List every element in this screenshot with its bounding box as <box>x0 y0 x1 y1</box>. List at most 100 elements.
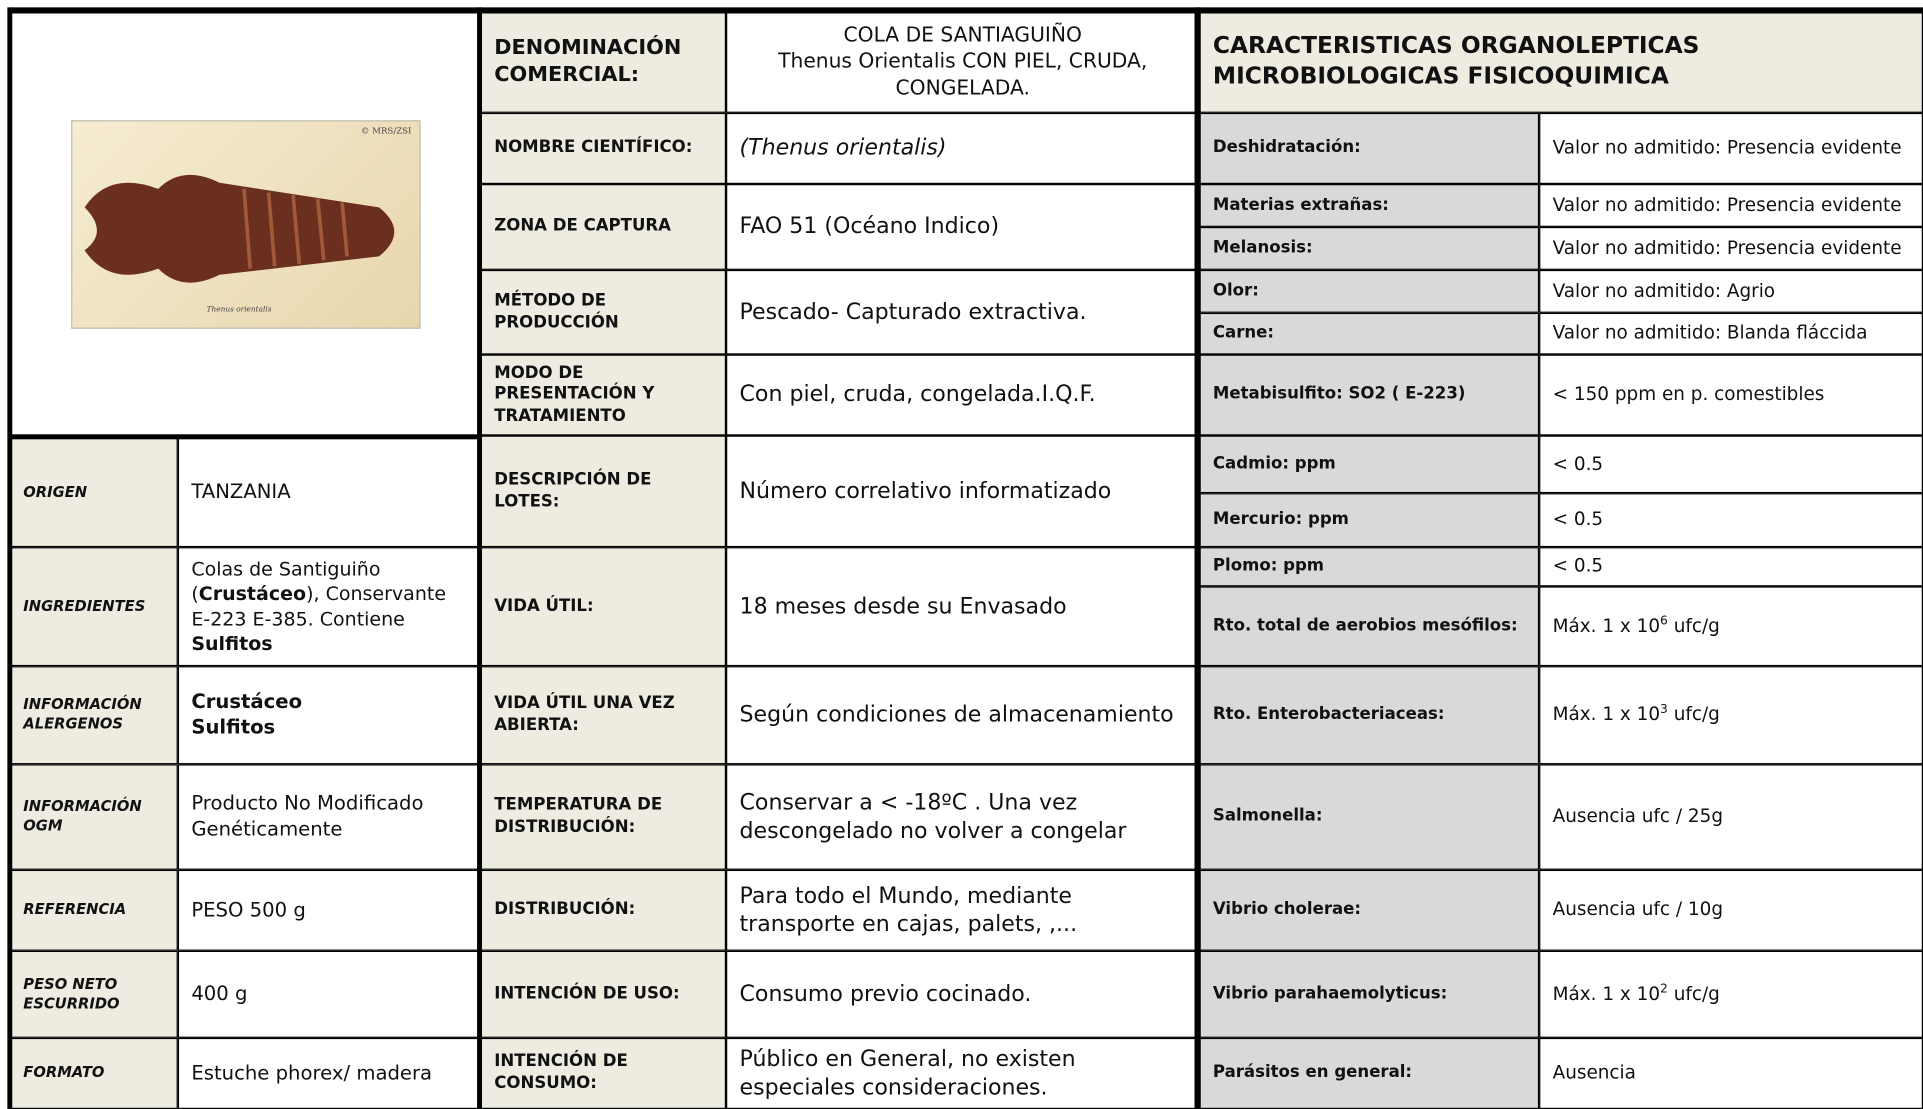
row-label: FORMATO <box>9 1037 178 1109</box>
row-value: Colas de Santiguiño (Crustáceo), Conserv… <box>177 547 481 667</box>
row-label: Mercurio: ppm <box>1199 493 1540 548</box>
row-label: ZONA DE CAPTURA <box>480 184 727 270</box>
bold-text: Sulfitos <box>191 715 276 739</box>
row-label: Materias extrañas: <box>1199 184 1540 227</box>
row-value: Valor no admitido: Presencia evidente <box>1539 226 1923 270</box>
photo-credit: © MRS/ZSI <box>360 125 412 136</box>
row-label: Parásitos en general: <box>1199 1037 1540 1109</box>
value-exponent: 6 <box>1660 614 1668 628</box>
row-value: Máx. 1 x 102 ufc/g <box>1539 950 1923 1038</box>
value-text-part: Colas de Santiguiño ( <box>191 558 381 606</box>
row-value: Estuche phorex/ madera <box>177 1037 481 1109</box>
row-value: < 0.5 <box>1539 493 1923 548</box>
value-unit: ufc/g <box>1673 982 1720 1005</box>
value-text: Máx. 1 x 106 ufc/g <box>1553 614 1720 638</box>
bold-text: Sulfitos <box>191 632 273 655</box>
thick-rule <box>477 7 482 1109</box>
row-label: REFERENCIA <box>9 869 178 951</box>
row-value: Conservar a < -18ºC . Una vez descongela… <box>726 764 1200 870</box>
row-label: Salmonella: <box>1199 764 1540 870</box>
row-label: VIDA ÚTIL UNA VEZ ABIERTA: <box>480 666 727 765</box>
row-value: TANZANIA <box>177 437 481 548</box>
row-label: ORIGEN <box>9 437 178 548</box>
value-unit: ufc/g <box>1673 614 1720 637</box>
row-value: Máx. 1 x 103 ufc/g <box>1539 666 1923 765</box>
row-value: Número correlativo informatizado <box>726 435 1200 548</box>
value-line: COLA DE SANTIAGUIÑO <box>843 23 1082 47</box>
thick-rule <box>9 7 1923 14</box>
row-value: Para todo el Mundo, mediante transporte … <box>726 869 1200 951</box>
row-label: PESO NETO ESCURRIDO <box>9 950 178 1038</box>
value-text: Máx. 1 x 102 ufc/g <box>1553 982 1720 1006</box>
row-label: DESCRIPCIÓN DE LOTES: <box>480 435 727 548</box>
image-cell: © MRS/ZSI Thenus orientalis <box>9 9 481 438</box>
row-label: DISTRIBUCIÓN: <box>480 869 727 951</box>
bold-text: Crustáceo <box>191 689 303 714</box>
product-photo: © MRS/ZSI Thenus orientalis <box>70 119 421 329</box>
row-label: Olor: <box>1199 269 1540 313</box>
row-value: < 150 ppm en p. comestibles <box>1539 354 1923 436</box>
row-label: Plomo: ppm <box>1199 547 1540 587</box>
row-value: Consumo previo cocinado. <box>726 950 1200 1038</box>
row-value: Valor no admitido: Blanda fláccida <box>1539 312 1923 355</box>
value-base: Máx. 1 x 10 <box>1552 614 1661 637</box>
value-unit: ufc/g <box>1673 703 1720 726</box>
row-label: NOMBRE CIENTÍFICO: <box>480 112 727 185</box>
row-value: Valor no admitido: Presencia evidente <box>1539 184 1923 227</box>
value-base: Máx. 1 x 10 <box>1552 982 1661 1005</box>
row-label: Vibrio parahaemolyticus: <box>1199 950 1540 1038</box>
right-header: CARACTERISTICAS ORGANOLEPTICAS MICROBIOL… <box>1199 9 1923 113</box>
row-value: FAO 51 (Océano Indico) <box>726 184 1200 270</box>
value-base: Máx. 1 x 10 <box>1552 703 1661 726</box>
thick-rule <box>9 434 481 440</box>
row-value: Crustáceo Sulfitos <box>177 666 481 765</box>
row-value: PESO 500 g <box>177 869 481 951</box>
row-value: Ausencia ufc / 10g <box>1539 869 1923 951</box>
row-label: INTENCIÓN DE CONSUMO: <box>480 1037 727 1109</box>
lobster-illustration <box>84 174 394 283</box>
row-label: INFORMACIÓN OGM <box>9 764 178 870</box>
row-value: < 0.5 <box>1539 435 1923 494</box>
row-value: Valor no admitido: Presencia evidente <box>1539 112 1923 185</box>
row-label: TEMPERATURA DE DISTRIBUCIÓN: <box>480 764 727 870</box>
value-text: Colas de Santiguiño (Crustáceo), Conserv… <box>191 557 467 656</box>
row-label: Rto. total de aerobios mesófilos: <box>1199 586 1540 667</box>
row-label: Cadmio: ppm <box>1199 435 1540 494</box>
row-label: Carne: <box>1199 312 1540 355</box>
value-text: Crustáceo Sulfitos <box>191 690 302 741</box>
row-label: Deshidratación: <box>1199 112 1540 185</box>
lobster-segments <box>241 188 349 269</box>
row-value: Ausencia <box>1539 1037 1923 1109</box>
row-label: INTENCIÓN DE USO: <box>480 950 727 1038</box>
row-value: Según condiciones de almacenamiento <box>726 666 1200 765</box>
row-value: COLA DE SANTIAGUIÑO Thenus Orientalis CON… <box>726 9 1200 113</box>
row-label: Rto. Enterobacteriaceas: <box>1199 666 1540 765</box>
value-line: Thenus Orientalis CON PIEL, CRUDA, CONGE… <box>778 49 1148 100</box>
photo-caption: Thenus orientalis <box>206 305 272 314</box>
value-text: Máx. 1 x 103 ufc/g <box>1553 703 1720 727</box>
row-value: (Thenus orientalis) <box>726 112 1200 185</box>
row-label: VIDA ÚTIL: <box>480 547 727 667</box>
lobster-body <box>84 174 394 283</box>
row-value: Con piel, cruda, congelada.I.Q.F. <box>726 354 1200 436</box>
bold-text: Crustáceo <box>198 583 307 606</box>
row-label: INFORMACIÓN ALERGENOS <box>9 666 178 765</box>
row-value: Producto No Modificado Genéticamente <box>177 764 481 870</box>
row-label: MODO DE PRESENTACIÓN Y TRATAMIENTO <box>480 354 727 436</box>
row-value: 400 g <box>177 950 481 1038</box>
value-text: COLA DE SANTIAGUIÑO Thenus Orientalis CON… <box>740 22 1186 101</box>
row-value: Máx. 1 x 106 ufc/g <box>1539 586 1923 667</box>
row-value: < 0.5 <box>1539 547 1923 587</box>
row-value: Ausencia ufc / 25g <box>1539 764 1923 870</box>
row-value: Pescado- Capturado extractiva. <box>726 269 1200 355</box>
row-label: Vibrio cholerae: <box>1199 869 1540 951</box>
row-value: Público en General, no existen especiale… <box>726 1037 1200 1109</box>
value-exponent: 3 <box>1660 703 1668 717</box>
row-label: MÉTODO DE PRODUCCIÓN <box>480 269 727 355</box>
row-label: INGREDIENTES <box>9 547 178 667</box>
row-label: DENOMINACIÓN COMERCIAL: <box>480 9 727 113</box>
thick-rule <box>1194 7 1201 1109</box>
thick-rule <box>7 7 13 1109</box>
row-value: Valor no admitido: Agrio <box>1539 269 1923 313</box>
